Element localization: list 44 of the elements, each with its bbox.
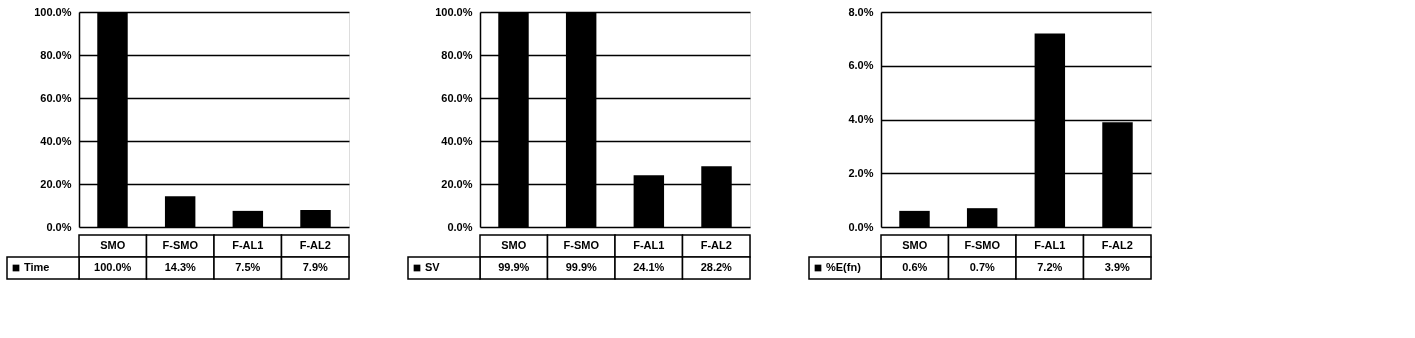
y-tick-label: 40.0% [441,134,473,147]
y-tick-label: 100.0% [435,5,473,18]
x-tick-label: F-SMO [563,239,600,251]
x-tick-label: F-AL2 [700,239,732,251]
x-tick-label: SMO [902,239,928,251]
y-tick-label: 8.0% [848,5,874,18]
data-label: 100.0% [94,261,132,273]
data-label: 14.3% [164,261,197,273]
y-tick-label: 80.0% [441,48,473,61]
y-tick-label: 60.0% [441,91,473,104]
data-label: 7.2% [1037,261,1063,273]
data-label: 0.7% [969,261,995,273]
x-tick-label: SMO [100,239,126,251]
y-tick-label: 0.0% [447,220,473,233]
legend-label: %E(fn) [826,261,862,273]
y-tick-label: 20.0% [40,177,72,190]
data-label: 0.6% [902,261,928,273]
x-tick-label: F-AL1 [232,239,264,251]
x-tick-label: F-SMO [162,239,199,251]
x-tick-label: F-AL1 [1034,239,1066,251]
x-tick-label: F-AL2 [1101,239,1133,251]
data-label: 7.5% [235,261,261,273]
y-tick-label: 6.0% [848,59,874,72]
data-label: 3.9% [1104,261,1130,273]
y-tick-label: 20.0% [441,177,473,190]
data-label: 24.1% [633,261,665,273]
x-tick-label: F-AL2 [299,239,331,251]
data-label: 7.9% [302,261,328,273]
y-tick-label: 4.0% [848,113,874,125]
y-tick-label: 40.0% [40,134,72,147]
y-tick-label: 0.0% [46,220,72,233]
data-label: 99.9% [498,261,530,273]
x-tick-label: SMO [501,239,527,251]
x-tick-label: F-SMO [964,239,1001,251]
y-tick-label: 60.0% [40,91,72,104]
data-label: 99.9% [565,261,598,273]
y-tick-label: 100.0% [34,5,72,18]
legend-label: Time [24,261,50,273]
x-tick-label: F-AL1 [633,239,665,251]
y-tick-label: 80.0% [40,48,72,61]
y-tick-label: 2.0% [848,166,874,179]
data-label: 28.2% [700,261,733,273]
legend-label: SV [425,261,441,273]
y-tick-label: 0.0% [848,220,874,233]
